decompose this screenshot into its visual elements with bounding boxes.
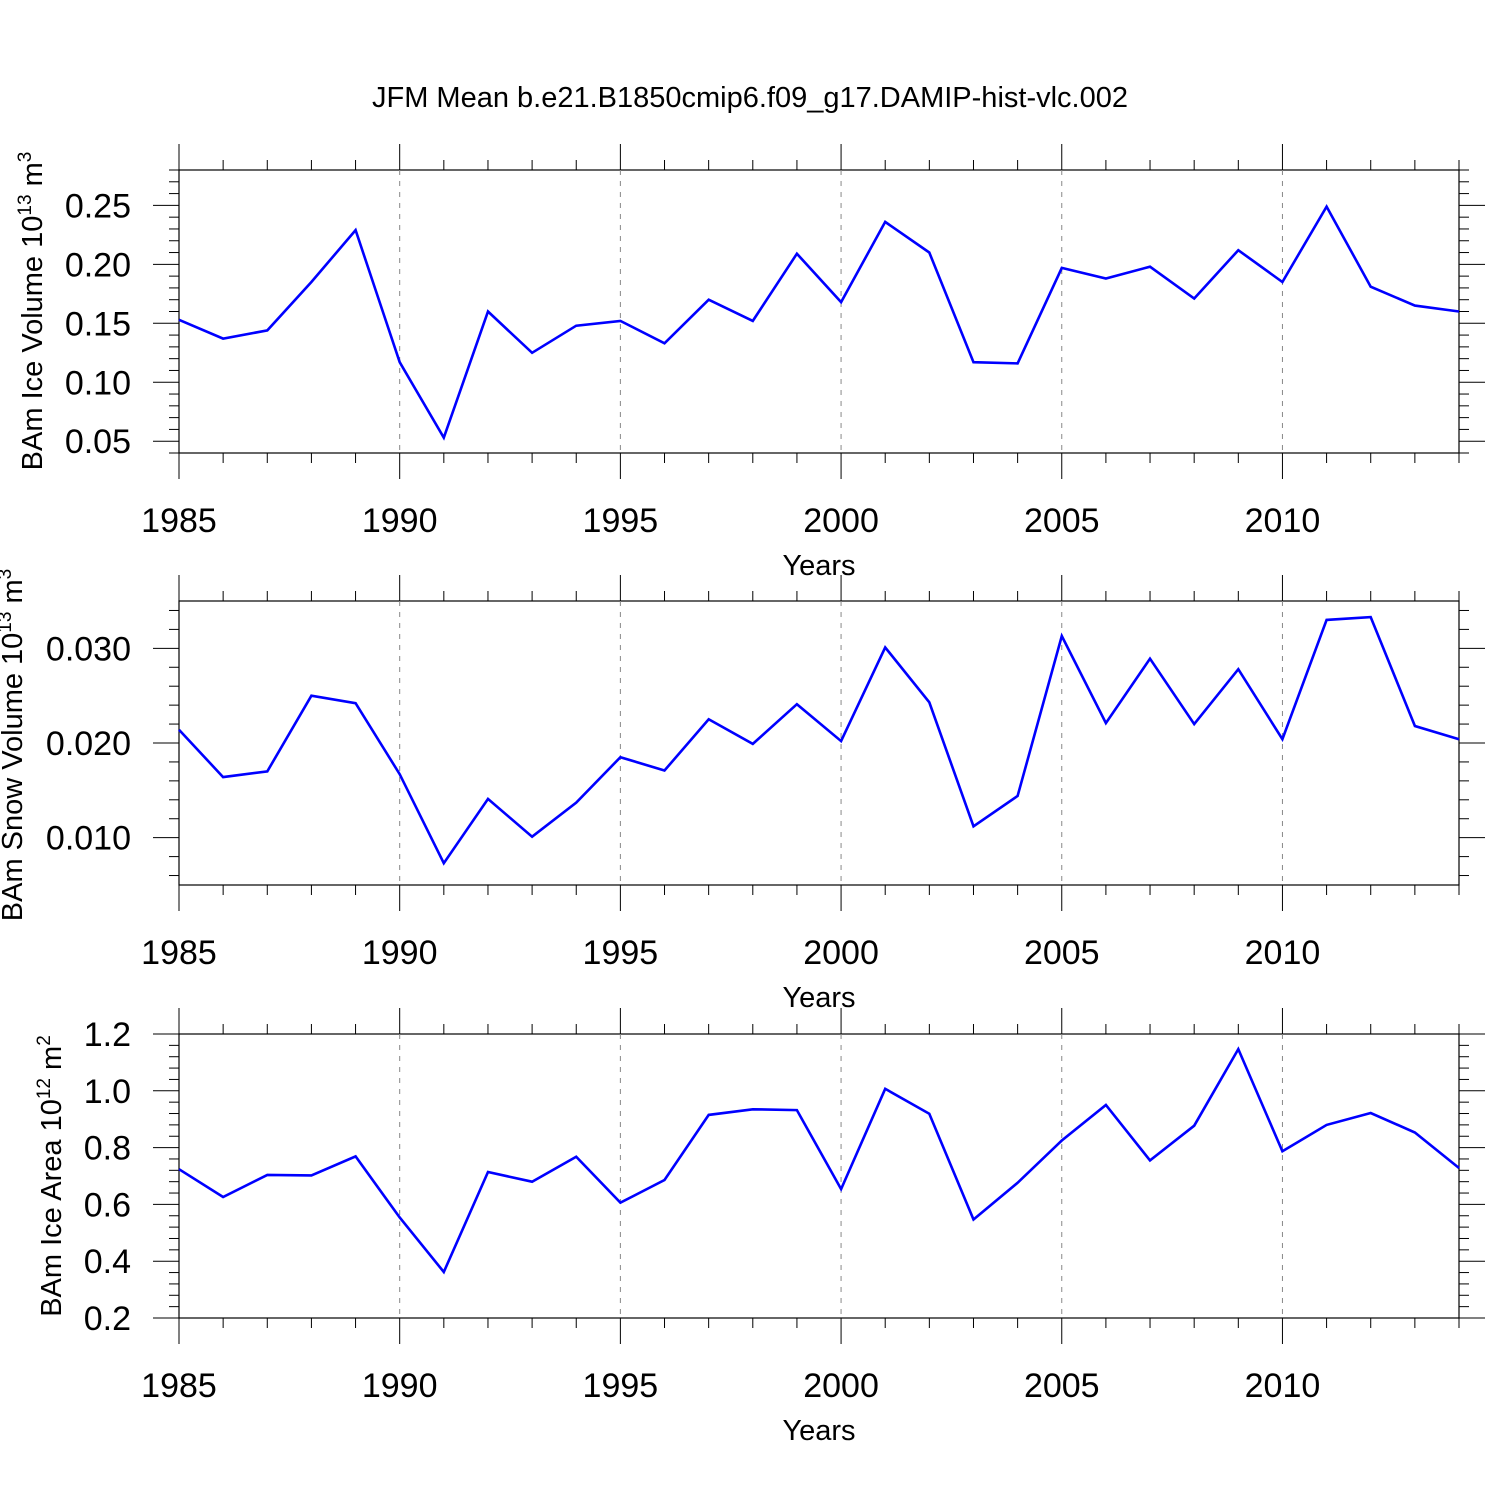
- x-tick-label: 2000: [803, 934, 879, 972]
- x-tick-label: 1990: [362, 502, 438, 540]
- chart-title: JFM Mean b.e21.B1850cmip6.f09_g17.DAMIP-…: [372, 82, 1128, 114]
- x-axis-title: Years: [782, 982, 855, 1014]
- y-axis-title-exponent: 3: [15, 152, 36, 163]
- y-axis-title-exponent: 13: [0, 612, 16, 633]
- x-tick-label: 1985: [141, 1367, 217, 1405]
- y-axis-title-text: BAm Ice Volume 10: [17, 216, 49, 471]
- x-tick-label: 1985: [141, 502, 217, 540]
- x-tick-label: 1990: [362, 1367, 438, 1405]
- y-tick-label: 0.010: [46, 820, 131, 858]
- series-line: [178, 1046, 1460, 1275]
- x-tick-label: 2005: [1024, 1367, 1100, 1405]
- y-tick-label: 0.030: [46, 630, 131, 668]
- y-tick-label: 1.2: [84, 1016, 131, 1054]
- x-tick-label: 1995: [583, 934, 659, 972]
- y-axis-title-exponent: 2: [34, 1035, 55, 1046]
- y-tick-label: 0.6: [84, 1186, 131, 1224]
- x-tick-label: 2010: [1245, 934, 1321, 972]
- y-axis-title: BAm Ice Volume 1013 m3: [15, 152, 49, 471]
- y-axis-title-exponent: 13: [15, 194, 36, 215]
- y-axis-title: BAm Ice Area 1012 m2: [34, 1035, 68, 1317]
- y-axis-title-text: m: [17, 162, 49, 194]
- y-axis-title-text: BAm Ice Area 10: [36, 1099, 68, 1317]
- x-tick-label: 1995: [583, 502, 659, 540]
- plot-frame: [178, 169, 1460, 454]
- y-tick-label: 0.15: [65, 305, 131, 343]
- x-tick-label: 1995: [583, 1367, 659, 1405]
- x-tick-label: 2000: [803, 502, 879, 540]
- panel-2: 0.010 0.020 0.030 1985 1990 1995 2000 2005 2010 Y…: [0, 569, 1485, 1014]
- series-line: [178, 203, 1460, 441]
- x-tick-label: 1990: [362, 934, 438, 972]
- x-tick-label: 2000: [803, 1367, 879, 1405]
- panel-3: 0.2 0.4 0.6 0.8 1.0 1.2 1985 1990 1995 2000 2005 20…: [34, 1008, 1485, 1447]
- plot-frame: [178, 1033, 1460, 1319]
- series-line: [178, 615, 1460, 866]
- y-tick-label: 0.2: [84, 1300, 131, 1338]
- y-axis-title-exponent: 3: [0, 569, 16, 580]
- x-tick-label: 2010: [1245, 502, 1321, 540]
- y-tick-label: 0.020: [46, 725, 131, 763]
- y-axis-title-text: m: [36, 1046, 68, 1078]
- y-axis-title-exponent: 12: [34, 1078, 55, 1099]
- plot-frame: [178, 600, 1460, 886]
- y-axis-title-text: BAm Snow Volume 10: [0, 633, 29, 922]
- y-tick-label: 1.0: [84, 1073, 131, 1111]
- x-axis-title: Years: [782, 1415, 855, 1447]
- y-tick-label: 0.8: [84, 1130, 131, 1168]
- y-tick-label: 0.25: [65, 187, 131, 225]
- x-axis-title: Years: [782, 550, 855, 582]
- y-tick-label: 0.05: [65, 423, 131, 461]
- panel-1: 0.05 0.10 0.15 0.20 0.25 1985 1990 1995 2000 2005…: [15, 144, 1485, 582]
- y-axis-title: BAm Snow Volume 1013 m3: [0, 569, 29, 921]
- y-tick-label: 0.20: [65, 246, 131, 284]
- y-tick-label: 0.10: [65, 364, 131, 402]
- x-tick-label: 2005: [1024, 934, 1100, 972]
- y-axis-title-text: m: [0, 579, 29, 611]
- y-tick-label: 0.4: [84, 1243, 131, 1281]
- x-tick-label: 2010: [1245, 1367, 1321, 1405]
- x-tick-label: 1985: [141, 934, 217, 972]
- x-tick-label: 2005: [1024, 502, 1100, 540]
